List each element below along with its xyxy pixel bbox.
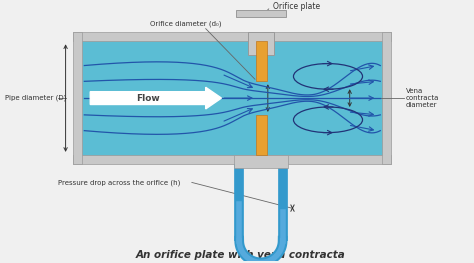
Text: Pressure drop across the orifice (h): Pressure drop across the orifice (h) — [58, 179, 180, 186]
Text: Flow: Flow — [136, 94, 160, 103]
Bar — [382, 33, 391, 164]
Bar — [73, 33, 391, 41]
Text: Pipe diameter (D): Pipe diameter (D) — [5, 95, 67, 101]
Text: Orifice diameter (d₀): Orifice diameter (d₀) — [150, 20, 222, 27]
Bar — [236, 10, 285, 17]
Bar — [73, 155, 391, 164]
Bar — [82, 41, 382, 155]
FancyArrow shape — [90, 87, 221, 109]
Bar — [248, 33, 274, 55]
Text: An orifice plate with vena contracta: An orifice plate with vena contracta — [135, 250, 345, 260]
Bar — [234, 155, 288, 168]
Bar — [73, 33, 82, 164]
Bar — [256, 115, 267, 155]
Text: Orifice plate: Orifice plate — [273, 2, 320, 11]
Text: Vena
contracta
diameter: Vena contracta diameter — [406, 88, 439, 108]
Bar — [256, 41, 267, 81]
